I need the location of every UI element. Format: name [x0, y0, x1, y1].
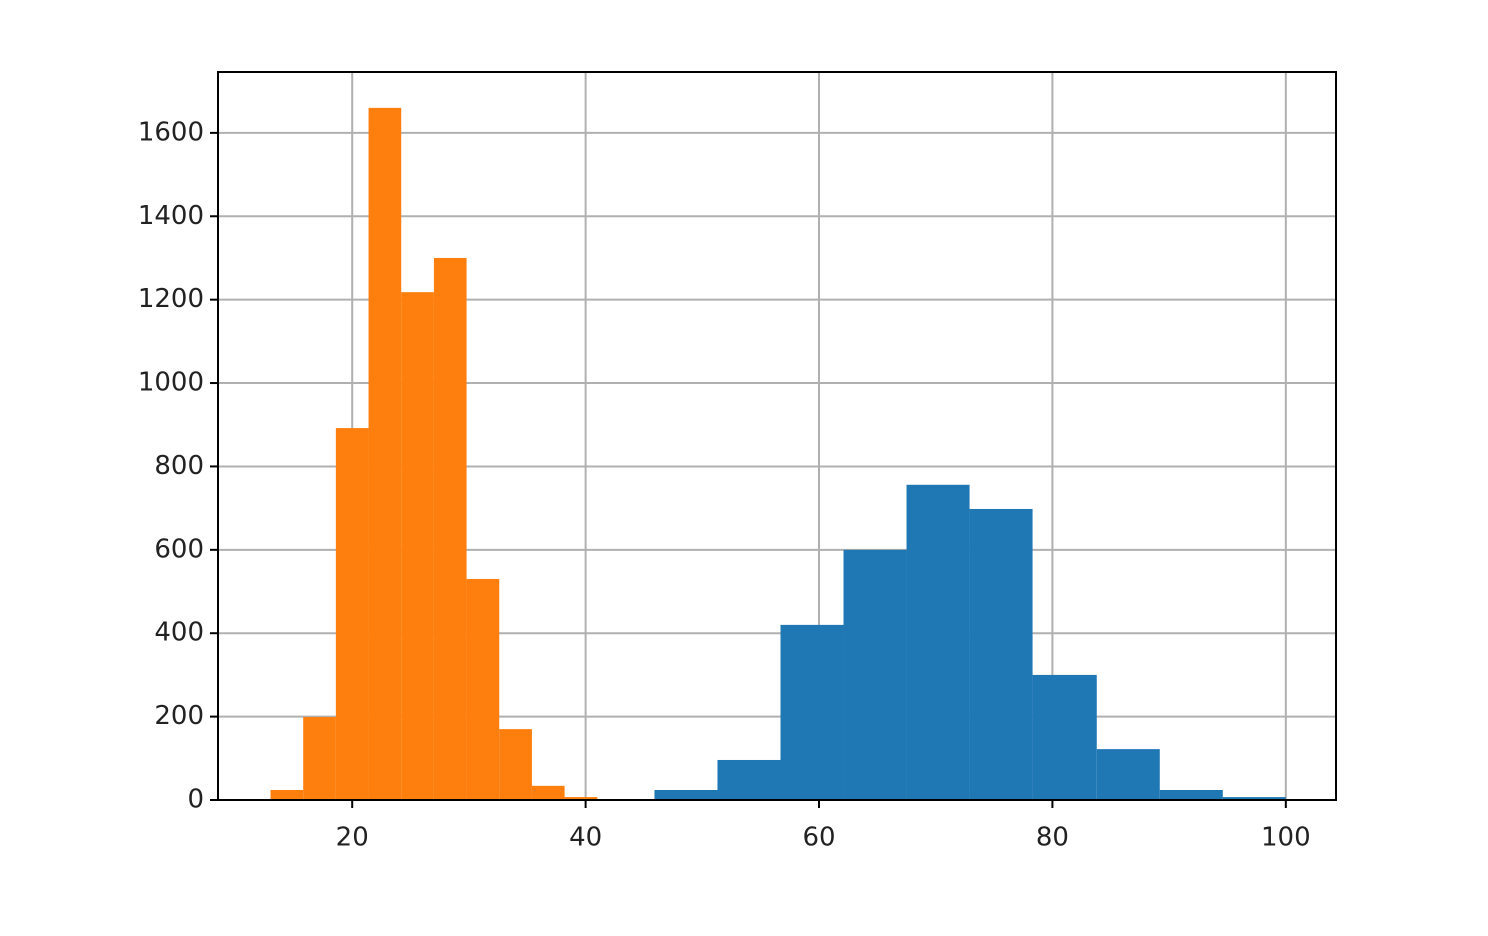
bar — [654, 789, 718, 800]
bar — [303, 717, 336, 800]
bar — [1159, 789, 1223, 800]
x-tick-label: 60 — [802, 823, 835, 853]
bar — [1096, 749, 1160, 800]
bar — [969, 508, 1033, 800]
bar — [401, 292, 434, 800]
y-tick-label: 200 — [154, 701, 204, 731]
bar — [1222, 797, 1286, 800]
bar — [270, 789, 304, 800]
bar — [531, 785, 565, 800]
x-tick-label: 40 — [569, 823, 602, 853]
y-tick-label: 1000 — [138, 368, 204, 398]
bar — [843, 549, 907, 800]
y-tick-label: 400 — [154, 618, 204, 648]
bar — [1032, 674, 1097, 800]
bar — [335, 428, 369, 800]
bar — [433, 257, 467, 800]
plot-frame — [217, 71, 1337, 801]
x-tick-label: 20 — [336, 823, 369, 853]
bar — [564, 797, 598, 800]
bar — [717, 759, 781, 800]
bar — [906, 484, 970, 800]
bar — [466, 579, 500, 800]
y-tick-label: 1200 — [138, 284, 204, 314]
bar — [499, 729, 532, 800]
y-tick-label: 600 — [154, 534, 204, 564]
x-tick-label: 100 — [1261, 823, 1311, 853]
bar — [780, 624, 844, 800]
y-tick-label: 800 — [154, 451, 204, 481]
x-tick-label: 80 — [1036, 823, 1069, 853]
y-tick-label: 1600 — [138, 117, 204, 147]
bar — [368, 107, 402, 800]
y-tick-label: 1400 — [138, 201, 204, 231]
y-tick-label: 0 — [187, 785, 204, 815]
